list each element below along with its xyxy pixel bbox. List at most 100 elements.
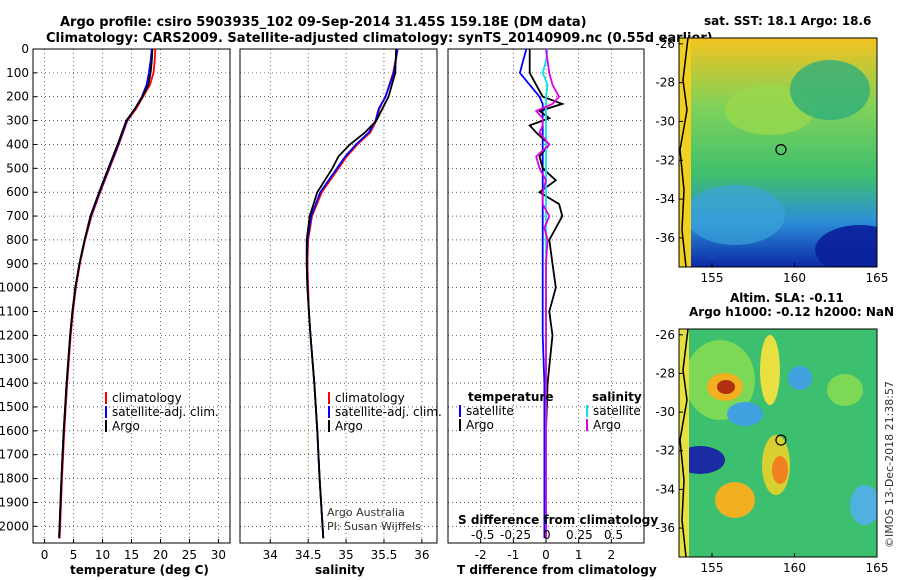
s-tick-label: 0.5: [604, 528, 623, 542]
x-tick-label: 36: [414, 548, 429, 562]
y-tick-label: 2000: [0, 519, 29, 533]
salinity-grid: [240, 48, 437, 543]
coastline: [679, 37, 689, 268]
sst-map-axes: 155 160 165 -26 -28 -30 -32 -34 -36: [655, 37, 888, 285]
map-x-tick-label: 165: [866, 271, 889, 285]
sst-map-frame: [678, 37, 878, 268]
y-tick-label: 0: [21, 42, 29, 56]
series-line-t-argo: [528, 49, 566, 539]
map-x-tick-label: 155: [701, 561, 724, 575]
legend-argo-label: Argo: [112, 419, 140, 433]
s-tick-label: -0.25: [500, 528, 531, 542]
map-y-tick-label: -36: [655, 231, 675, 245]
y-tick-label: 1600: [0, 424, 29, 438]
map-y-tick-label: -32: [655, 153, 675, 167]
series-line-t-satellite: [518, 48, 546, 539]
y-tick-label: 200: [6, 90, 29, 104]
difference-grid: [448, 48, 644, 543]
s-tick-label: 0.25: [566, 528, 593, 542]
salinity-lines: [305, 48, 399, 539]
y-tick-label: 600: [6, 185, 29, 199]
header-line-1: Argo profile: csiro 5903935_102 09-Sep-2…: [60, 15, 587, 30]
x-tick-label: -2: [475, 548, 487, 562]
sst-patch: [815, 225, 877, 267]
x-tick-label: 5: [70, 548, 78, 562]
map-x-tick-label: 155: [701, 271, 724, 285]
legend-s-argo-label: Argo: [593, 418, 621, 432]
sla-map-frame: [678, 328, 878, 558]
sla-patch: [717, 380, 735, 394]
map-y-tick-label: -26: [655, 37, 675, 51]
difference-legend: temperature salinity satellite Argo sate…: [459, 390, 642, 432]
sla-map: Altim. SLA: -0.11 Argo h1000: -0.12 h200…: [655, 291, 894, 575]
x-tick-label: 25: [182, 548, 197, 562]
map-x-tick-label: 165: [866, 561, 889, 575]
s-tick-label: -0.5: [471, 528, 494, 542]
credit-line-2: PI: Susan Wijffels: [327, 520, 421, 533]
credit-line-1: Argo Australia: [327, 506, 405, 519]
y-tick-label: 1000: [0, 281, 29, 295]
y-tick-label: 1100: [0, 305, 29, 319]
sla-patch: [772, 456, 788, 484]
y-tick-label: 400: [6, 137, 29, 151]
sla-patch: [727, 402, 763, 426]
legend-s-satellite-label: satellite: [593, 404, 641, 418]
imos-watermark: ©IMOS 13-Dec-2018 21:38:57: [883, 381, 896, 548]
y-tick-label: 100: [6, 66, 29, 80]
sla-patch: [760, 335, 780, 405]
x-tick-label: -1: [507, 548, 519, 562]
sla-map-axes: 155 160 165 -26 -28 -30 -32 -34 -36: [655, 328, 888, 575]
map-y-tick-label: -28: [655, 366, 675, 380]
legend-t-argo-label: Argo: [466, 418, 494, 432]
map-y-tick-label: -30: [655, 114, 675, 128]
temperature-legend: climatology satellite-adj. clim. Argo: [105, 391, 219, 433]
map-x-tick-label: 160: [783, 561, 806, 575]
map-y-tick-label: -32: [655, 444, 675, 458]
sst-patch: [790, 60, 870, 120]
x-tick-label: 10: [95, 548, 110, 562]
y-tick-label: 300: [6, 114, 29, 128]
y-tick-label: 1900: [0, 495, 29, 509]
y-tick-label: 1300: [0, 352, 29, 366]
x-tick-label: 20: [153, 548, 168, 562]
sla-patch: [827, 374, 863, 406]
map-y-tick-label: -26: [655, 328, 675, 342]
x-tick-label: 1: [575, 548, 583, 562]
y-tick-label: 1800: [0, 472, 29, 486]
y-tick-label: 500: [6, 161, 29, 175]
depth-axis: 0 100 200 300 400 500 600 700 800 900 1000 1100 1200…: [0, 42, 37, 533]
coast-strip: [679, 38, 691, 267]
difference-lines: [518, 48, 566, 539]
map-y-tick-label: -34: [655, 192, 675, 206]
sla-patch: [715, 482, 755, 518]
sst-map: sat. SST: 18.1 Argo: 18.6 155 160 165 -26 -2…: [655, 14, 888, 285]
profile-location-marker: [775, 143, 787, 156]
sst-map-title: sat. SST: 18.1 Argo: 18.6: [704, 14, 871, 28]
y-tick-label: 1400: [0, 376, 29, 390]
s-tick-label: 0: [543, 528, 551, 542]
sla-map-title-1: Altim. SLA: -0.11: [730, 291, 844, 305]
coastline: [679, 328, 689, 558]
difference-panel: -2 -1 0 1 2 T difference from climatology S …: [447, 48, 658, 577]
difference-xlabel: T difference from climatology: [457, 563, 657, 577]
salinity-panel: 34 34.5 35 35.5 36 salinity climatology sate…: [239, 48, 442, 577]
difference-x-axis: -2 -1 0 1 2: [475, 539, 615, 562]
temperature-axes: [32, 48, 231, 544]
temperature-xlabel: temperature (deg C): [70, 563, 209, 577]
series-line-argo: [305, 48, 397, 539]
legend-climatology-label: climatology: [112, 391, 182, 405]
y-tick-label: 900: [6, 257, 29, 271]
salinity-axes: [239, 48, 438, 544]
sla-patch: [788, 366, 812, 390]
temperature-lines: [58, 48, 157, 539]
sst-patch: [685, 185, 785, 245]
y-tick-label: 1700: [0, 448, 29, 462]
y-tick-label: 1200: [0, 328, 29, 342]
profile-location-marker: [775, 434, 787, 446]
x-tick-label: 0: [41, 548, 49, 562]
map-x-tick-label: 160: [783, 271, 806, 285]
map-y-tick-label: -30: [655, 405, 675, 419]
x-tick-label: 35: [338, 548, 353, 562]
sla-patch: [679, 446, 725, 474]
